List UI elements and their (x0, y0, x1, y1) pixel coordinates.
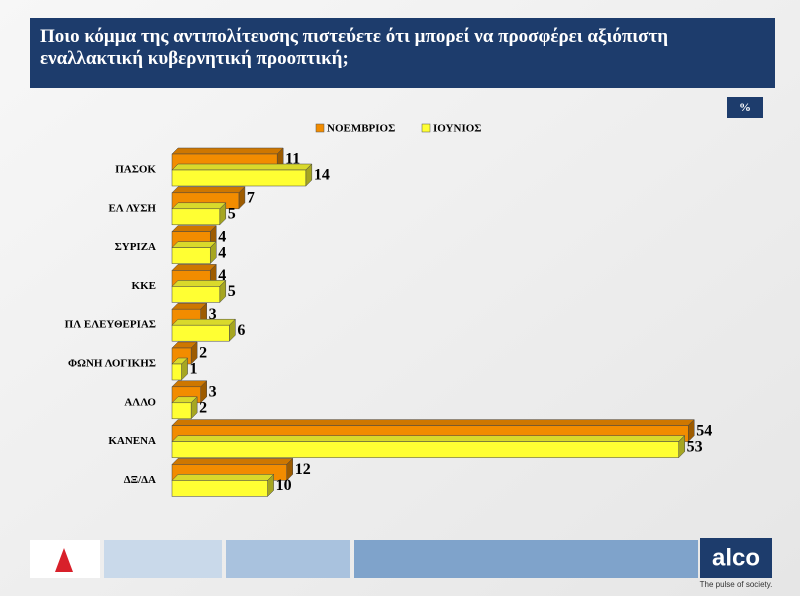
footer-block (354, 540, 698, 578)
bar-top (171, 458, 294, 465)
bar-top (171, 163, 313, 171)
value-label: 11 (285, 151, 300, 168)
bar-top (171, 225, 217, 232)
tagline: The pulse of society. (700, 580, 773, 589)
legend-swatch (421, 123, 431, 133)
bar-front (171, 441, 679, 458)
bar-front (171, 402, 192, 420)
footer-block (104, 540, 222, 578)
bar-top (171, 241, 217, 248)
bar (171, 240, 217, 265)
bar (171, 396, 198, 420)
bar-top (171, 280, 227, 287)
bar-top (171, 147, 284, 155)
bar-top (171, 186, 246, 194)
value-label: 4 (218, 244, 226, 261)
bar-front (171, 169, 307, 187)
bar (171, 434, 686, 459)
value-label: 4 (218, 267, 226, 284)
category-label: ΕΛ ΛΥΣΗ (108, 202, 156, 214)
value-label: 14 (314, 167, 330, 184)
unit-box (727, 97, 763, 118)
logo-icon (55, 548, 73, 572)
chart-title: Ποιο κόμμα της αντιπολίτευσης πιστεύετε … (40, 26, 669, 69)
value-label: 3 (209, 383, 217, 400)
value-label: 7 (247, 189, 255, 206)
category-label: ΚΑΝΕΝΑ (108, 435, 156, 447)
bar (171, 357, 189, 381)
brand: alco (712, 544, 760, 571)
category-label: ΣΥΡΙΖΑ (115, 241, 156, 253)
value-label: 3 (209, 306, 217, 323)
bar-front (171, 208, 221, 226)
unit-label: % (739, 100, 751, 114)
value-label: 2 (199, 399, 207, 416)
category-label: ΠΛ ΕΛΕΥΘΕΡΙΑΣ (65, 319, 156, 331)
value-label: 10 (276, 477, 292, 494)
value-label: 12 (295, 461, 311, 478)
value-label: 54 (696, 422, 712, 439)
bar-top (171, 318, 236, 326)
category-label: ΔΞ/ΔΑ (124, 474, 156, 486)
value-label: 4 (218, 228, 226, 245)
value-label: 1 (190, 361, 198, 378)
bar-front (171, 363, 182, 381)
bar-front (171, 480, 268, 497)
bar (171, 318, 236, 342)
legend-label: ΝΟΕΜΒΡΙΟΣ (327, 123, 395, 135)
title-box: Ποιο κόμμα της αντιπολίτευσης πιστεύετε … (40, 26, 669, 69)
bar-top (171, 419, 695, 426)
bar-top (171, 474, 275, 481)
value-label: 2 (199, 345, 207, 362)
value-label: 5 (228, 205, 236, 222)
title-banner (30, 18, 775, 88)
value-label: 6 (237, 322, 245, 339)
category-label: ΑΛΛΟ (124, 396, 156, 408)
brand-box (700, 538, 772, 578)
value-label: 53 (687, 438, 703, 455)
bar (171, 279, 227, 304)
footer-block (226, 540, 350, 578)
category-label: ΚΚΕ (132, 280, 156, 292)
bar-front (171, 324, 230, 342)
legend-swatch (315, 123, 325, 133)
category-label: ΠΑΣΟΚ (115, 164, 156, 176)
bar-top (171, 202, 227, 210)
bar (171, 473, 275, 498)
bar (171, 163, 313, 187)
bar-top (171, 435, 686, 442)
bar-front (171, 286, 221, 303)
legend-label: ΙΟΥΝΙΟΣ (433, 123, 481, 135)
value-label: 5 (228, 283, 236, 300)
bar-top (171, 264, 217, 271)
bar-front (171, 247, 211, 264)
category-label: ΦΩΝΗ ΛΟΓΙΚΗΣ (68, 358, 156, 370)
bar (171, 202, 227, 226)
